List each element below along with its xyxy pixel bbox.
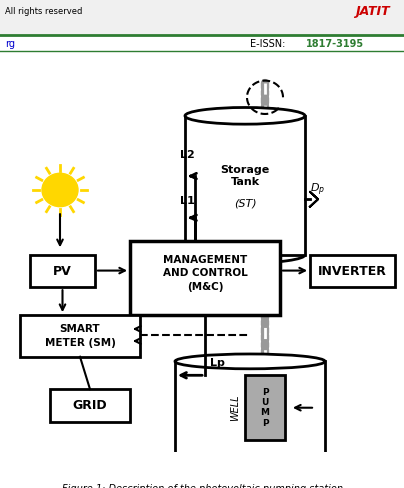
Bar	[30, 255, 95, 287]
Text: L1: L1	[180, 196, 195, 206]
Text: WELL: WELL	[230, 394, 240, 421]
Text: P
U
M
P: P U M P	[261, 387, 269, 428]
Bar	[245, 375, 285, 440]
Text: JATIT: JATIT	[356, 4, 390, 18]
Text: 1817-3195: 1817-3195	[306, 39, 364, 48]
Text: INVERTER: INVERTER	[318, 264, 387, 278]
Ellipse shape	[185, 246, 305, 263]
Text: Lp: Lp	[210, 358, 225, 368]
Text: (ST): (ST)	[234, 199, 256, 209]
Text: GRID: GRID	[73, 399, 107, 412]
Text: PV: PV	[53, 264, 72, 278]
Text: MANAGEMENT
AND CONTROL
(M&C): MANAGEMENT AND CONTROL (M&C)	[163, 255, 247, 291]
Circle shape	[42, 173, 78, 206]
Bar	[130, 241, 280, 315]
Text: rg: rg	[5, 39, 15, 48]
Text: E-ISSN:: E-ISSN:	[250, 39, 288, 48]
Text: SMART
METER (SM): SMART METER (SM)	[44, 325, 116, 347]
Text: All rights reserved: All rights reserved	[5, 7, 82, 16]
Bar	[175, 362, 325, 454]
Bar	[50, 389, 130, 422]
Ellipse shape	[185, 107, 305, 124]
Text: Storage
Tank: Storage Tank	[220, 165, 269, 187]
Bar	[310, 255, 395, 287]
Bar	[20, 315, 140, 357]
Bar	[0, 0, 404, 35]
Text: $D_p$: $D_p$	[310, 181, 325, 198]
Bar	[185, 116, 305, 255]
Text: Figure 1: Description of the photovoltaic pumping station: Figure 1: Description of the photovoltai…	[61, 484, 343, 488]
Ellipse shape	[175, 447, 325, 462]
Ellipse shape	[175, 354, 325, 369]
Text: L2: L2	[180, 149, 195, 160]
